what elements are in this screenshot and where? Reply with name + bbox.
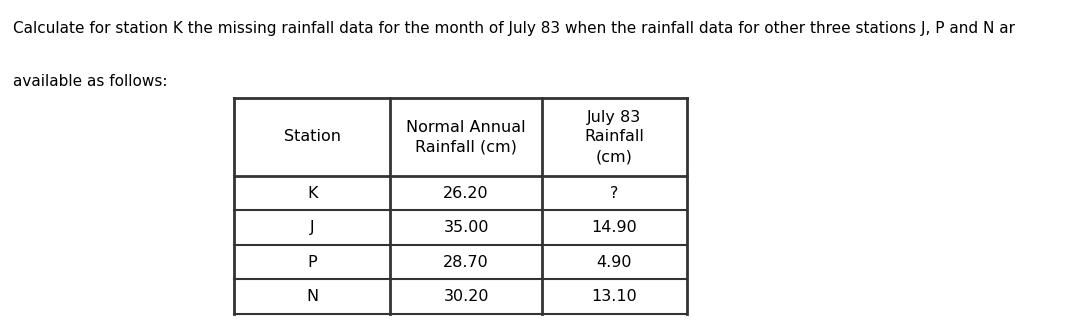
Text: 4.90: 4.90 — [596, 255, 632, 270]
Text: 30.20: 30.20 — [444, 289, 489, 304]
Text: 28.70: 28.70 — [444, 255, 489, 270]
Text: 35.00: 35.00 — [444, 220, 489, 235]
Text: Calculate for station K the missing rainfall data for the month of July 83 when : Calculate for station K the missing rain… — [13, 21, 1015, 36]
Text: available as follows:: available as follows: — [13, 74, 168, 89]
Text: 26.20: 26.20 — [444, 185, 489, 200]
Text: 13.10: 13.10 — [592, 289, 638, 304]
Text: J: J — [310, 220, 315, 235]
Text: Station: Station — [283, 129, 341, 145]
Text: ?: ? — [610, 185, 618, 200]
Text: N: N — [306, 289, 318, 304]
Text: Normal Annual
Rainfall (cm): Normal Annual Rainfall (cm) — [407, 120, 526, 154]
Text: K: K — [307, 185, 317, 200]
Text: 14.90: 14.90 — [592, 220, 638, 235]
Text: P: P — [307, 255, 317, 270]
Text: July 83
Rainfall
(cm): July 83 Rainfall (cm) — [584, 110, 644, 164]
